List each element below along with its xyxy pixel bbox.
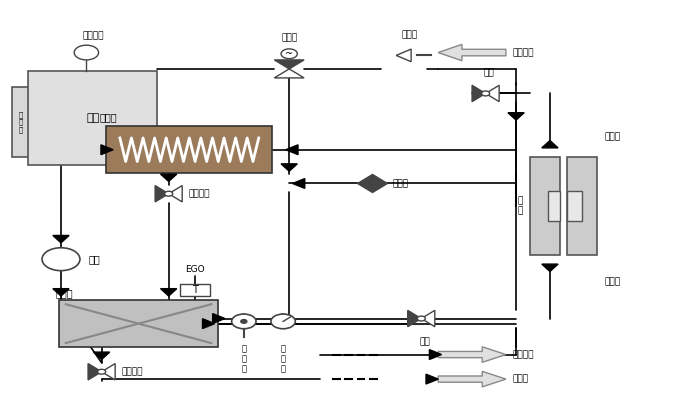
FancyBboxPatch shape — [530, 157, 560, 255]
Text: 排油球閥: 排油球閥 — [122, 367, 143, 376]
FancyBboxPatch shape — [12, 87, 31, 157]
Polygon shape — [286, 145, 298, 154]
Text: ~: ~ — [285, 49, 293, 59]
Polygon shape — [292, 178, 305, 188]
Polygon shape — [438, 371, 506, 387]
Polygon shape — [358, 175, 388, 192]
Polygon shape — [53, 236, 69, 243]
Polygon shape — [155, 185, 169, 202]
Text: 液位閥閥: 液位閥閥 — [82, 31, 104, 40]
FancyBboxPatch shape — [180, 283, 210, 296]
Polygon shape — [203, 319, 215, 328]
Circle shape — [232, 314, 256, 329]
Polygon shape — [396, 49, 411, 62]
Polygon shape — [408, 310, 422, 327]
FancyBboxPatch shape — [106, 126, 272, 173]
Text: 冷卻水進: 冷卻水進 — [513, 48, 534, 57]
Text: 模具回: 模具回 — [604, 132, 620, 141]
Polygon shape — [281, 164, 297, 171]
Polygon shape — [88, 363, 101, 380]
Polygon shape — [160, 289, 177, 296]
Text: 球閥: 球閥 — [420, 337, 430, 346]
Circle shape — [74, 45, 99, 60]
Text: 至模具: 至模具 — [604, 277, 620, 286]
Polygon shape — [101, 145, 113, 154]
Polygon shape — [508, 113, 524, 120]
Circle shape — [271, 314, 295, 329]
Polygon shape — [422, 310, 435, 327]
Polygon shape — [486, 85, 499, 102]
Polygon shape — [426, 374, 438, 384]
Text: 感
溫
計: 感 溫 計 — [241, 344, 246, 374]
FancyBboxPatch shape — [59, 300, 218, 347]
Text: 冷卻器: 冷卻器 — [99, 112, 117, 122]
FancyBboxPatch shape — [29, 71, 157, 165]
Polygon shape — [542, 140, 558, 148]
Polygon shape — [429, 350, 441, 359]
Text: 旁通閥: 旁通閥 — [393, 179, 409, 188]
Circle shape — [418, 316, 425, 321]
Text: 液
位
鏡: 液 位 鏡 — [19, 111, 23, 133]
Circle shape — [281, 49, 297, 59]
Text: 電磁閥: 電磁閥 — [281, 33, 297, 42]
Polygon shape — [101, 363, 115, 380]
Polygon shape — [542, 264, 558, 272]
Text: T: T — [192, 285, 198, 295]
Circle shape — [165, 191, 173, 196]
Circle shape — [481, 91, 490, 96]
FancyBboxPatch shape — [567, 191, 582, 221]
Polygon shape — [93, 352, 109, 359]
Text: 泵浦: 泵浦 — [88, 254, 100, 264]
Polygon shape — [438, 347, 506, 362]
Text: EGO: EGO — [185, 265, 205, 274]
Text: 壓
力
錶: 壓 力 錶 — [281, 344, 286, 374]
Text: 球閥: 球閥 — [483, 68, 494, 77]
Polygon shape — [438, 44, 506, 61]
Polygon shape — [160, 174, 177, 181]
Text: 油箱: 油箱 — [86, 113, 99, 123]
Polygon shape — [169, 185, 182, 202]
Polygon shape — [274, 60, 304, 69]
Circle shape — [241, 320, 247, 323]
Polygon shape — [53, 289, 69, 296]
Text: 冷卻水出: 冷卻水出 — [513, 350, 534, 359]
Text: 排油口: 排油口 — [513, 375, 529, 384]
Text: 模
具: 模 具 — [517, 196, 523, 216]
Circle shape — [42, 248, 80, 271]
Text: 加熱器: 加熱器 — [56, 288, 73, 298]
Circle shape — [97, 369, 105, 374]
Text: 排油球閥: 排油球閥 — [189, 189, 211, 198]
FancyBboxPatch shape — [567, 157, 597, 255]
FancyBboxPatch shape — [548, 191, 560, 221]
Polygon shape — [213, 314, 225, 323]
Text: 過濾器: 過濾器 — [402, 30, 418, 39]
Polygon shape — [472, 85, 486, 102]
Polygon shape — [274, 69, 304, 78]
